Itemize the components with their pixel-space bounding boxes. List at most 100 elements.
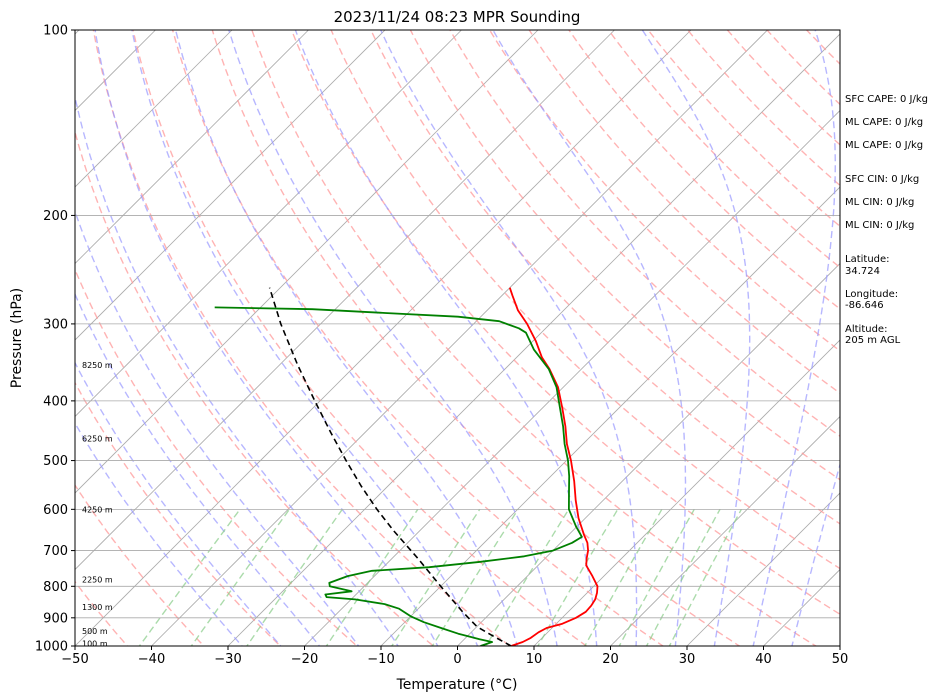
- x-tick-label: 20: [602, 652, 619, 667]
- isotherm-line: [151, 30, 768, 646]
- isotherm-line: [75, 30, 615, 571]
- moist-adiabat-line: [791, 461, 840, 646]
- dry-adiabat-line: [75, 580, 129, 646]
- altitude-value: 205 m AGL: [845, 335, 901, 346]
- background-lines: [75, 30, 840, 646]
- dry-adiabat-line: [75, 483, 205, 646]
- latitude-label: Latitude:: [845, 254, 890, 265]
- y-axis-title: Pressure (hPa): [9, 288, 25, 388]
- y-tick-label: 700: [43, 544, 68, 559]
- ml-cin-label: ML CIN: 0 J/kg: [845, 197, 914, 208]
- isotherm-line: [304, 109, 840, 646]
- dewpoint-profile-line: [214, 306, 583, 646]
- parcel-path-line: [268, 287, 512, 646]
- isotherm-line: [380, 186, 840, 646]
- isotherm-line: [610, 415, 840, 646]
- x-tick-label: −10: [367, 652, 394, 667]
- mixing-ratio-line: [645, 508, 721, 646]
- mixing-ratio-line: [325, 508, 419, 646]
- x-axis-title: Temperature (°C): [396, 677, 518, 693]
- isotherm-line: [75, 30, 386, 341]
- dry-adiabat-line: [409, 30, 840, 481]
- dry-adiabat-line: [211, 30, 741, 646]
- ml-cape-label-2: ML CAPE: 0 J/kg: [845, 140, 923, 151]
- mixing-ratio-line: [668, 508, 742, 646]
- isotherm-line: [75, 30, 233, 188]
- longitude-value: -86.646: [845, 300, 884, 311]
- side-panel: SFC CAPE: 0 J/kg ML CAPE: 0 J/kg ML CAPE…: [845, 94, 928, 346]
- moist-adiabat-line: [75, 93, 399, 646]
- isotherm-line: [75, 30, 309, 265]
- dry-adiabat-line: [330, 30, 840, 570]
- x-tick-label: 30: [679, 652, 696, 667]
- x-tick-label: 0: [453, 652, 461, 667]
- moist-adiabat-line: [492, 30, 687, 646]
- isotherm-line: [75, 30, 539, 494]
- y-tick-label: 500: [43, 454, 68, 469]
- isotherm-line: [533, 339, 840, 646]
- moist-adiabat-line: [75, 292, 321, 646]
- mixing-ratio-line: [138, 508, 241, 646]
- x-tick-label: −30: [214, 652, 241, 667]
- dry-adiabat-line: [132, 30, 588, 646]
- mixing-ratio-line: [537, 508, 619, 646]
- isotherm-line: [457, 262, 840, 646]
- height-label: 6250 m: [82, 434, 113, 443]
- x-tick-label: −50: [61, 652, 88, 667]
- x-tick-label: 40: [755, 652, 772, 667]
- mixing-ratio-line: [485, 508, 570, 646]
- height-label: 500 m: [82, 627, 108, 636]
- x-tick-label: 10: [526, 652, 543, 667]
- y-tick-label: 200: [43, 209, 68, 224]
- x-tick-label: 50: [832, 652, 849, 667]
- sfc-cin-label: SFC CIN: 0 J/kg: [845, 174, 919, 185]
- series-layer: [214, 287, 599, 646]
- ml-cape-label: ML CAPE: 0 J/kg: [845, 117, 923, 128]
- mixing-ratio-line: [583, 508, 663, 646]
- dry-adiabat-line: [75, 129, 435, 646]
- height-label: 1300 m: [82, 603, 113, 612]
- chart-title: 2023/11/24 08:23 MPR Sounding: [334, 8, 581, 26]
- dry-adiabat-line: [251, 30, 818, 646]
- height-label: 8250 m: [82, 361, 113, 370]
- moist-adiabat-line: [94, 30, 439, 646]
- ml-cin-label-2: ML CIN: 0 J/kg: [845, 220, 914, 231]
- isotherm-line: [227, 33, 840, 646]
- mixing-ratio-line: [431, 508, 519, 646]
- x-tick-label: −20: [291, 652, 318, 667]
- isotherm-line: [75, 30, 462, 418]
- dry-adiabat-line: [488, 30, 840, 395]
- height-label: 2250 m: [82, 576, 113, 585]
- sfc-cape-label: SFC CAPE: 0 J/kg: [845, 94, 928, 105]
- mixing-ratio-line: [390, 508, 481, 646]
- temperature-profile-line: [508, 287, 599, 646]
- dry-adiabat-line: [370, 30, 840, 525]
- moist-adiabat-line: [131, 30, 479, 646]
- latitude-value: 34.724: [845, 266, 880, 277]
- moist-adiabat-line: [174, 30, 519, 646]
- mixing-ratio-line: [618, 508, 695, 646]
- height-label: 4250 m: [82, 505, 113, 514]
- dry-adiabat-line: [92, 30, 512, 646]
- y-tick-label: 400: [43, 394, 68, 409]
- y-tick-label: 900: [43, 611, 68, 626]
- moist-adiabat-line: [228, 30, 558, 646]
- longitude-label: Longitude:: [845, 289, 898, 300]
- altitude-label: Altitude:: [845, 324, 887, 335]
- moist-adiabat-line: [752, 30, 837, 646]
- y-tick-label: 100: [43, 24, 68, 39]
- x-tick-label: −40: [138, 652, 165, 667]
- moist-adiabat-line: [75, 421, 243, 646]
- height-labels: 100 m 500 m 1300 m 2250 m 4250 m 6250 m 8250 m: [82, 361, 113, 648]
- y-tick-label: 600: [43, 503, 68, 518]
- x-axis-ticks: −50 −40 −30 −20 −10 0 10 20 30 40 50: [61, 646, 848, 667]
- height-label: 100 m: [82, 639, 108, 648]
- moist-adiabat-line: [75, 361, 282, 646]
- mixing-ratio-line: [246, 508, 343, 646]
- isotherm-line: [686, 492, 840, 646]
- mixing-ratio-line: [190, 508, 290, 646]
- moist-adiabat-line: [641, 30, 751, 646]
- y-tick-label: 1000: [35, 640, 68, 655]
- dry-adiabat-line: [290, 30, 840, 616]
